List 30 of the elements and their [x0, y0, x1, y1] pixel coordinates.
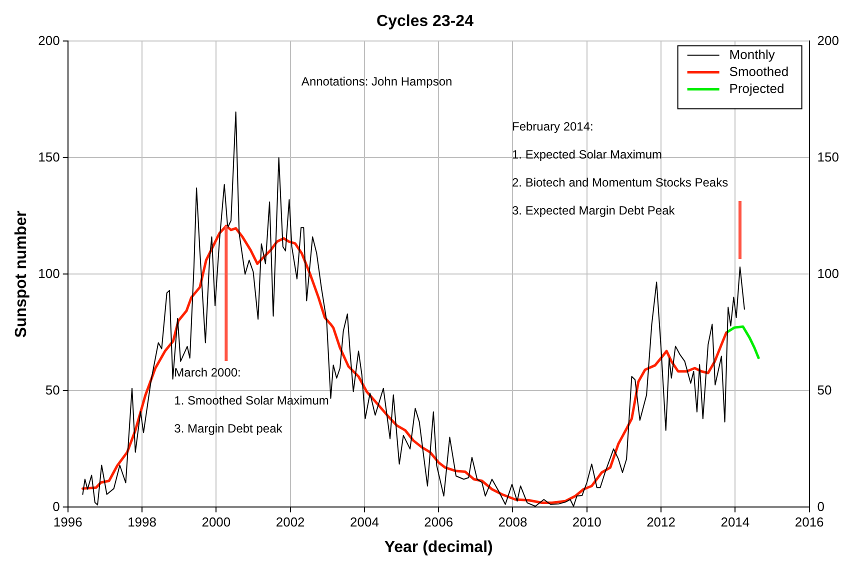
x-tick-label: 2012	[646, 514, 676, 530]
legend-label: Projected	[729, 80, 784, 96]
x-tick-label: 2008	[498, 514, 528, 530]
x-tick-label: 2006	[424, 514, 454, 530]
x-tick-label: 2010	[572, 514, 602, 530]
x-tick-label: 1996	[53, 514, 82, 530]
annotation: February 2014: 1. Expected Solar Maximum 2. Biotech and Momentum Stocks Peaks 3. Expected Margin Debt Peak	[512, 119, 728, 218]
x-tick-label: 2014	[720, 514, 750, 530]
y2-tick-label: 0	[817, 498, 825, 514]
y-tick-label: 100	[38, 266, 60, 281]
y2-tick-label: 200	[817, 32, 840, 48]
x-tick-label: 1998	[128, 514, 156, 530]
annotation: Annotations: John Hampson	[301, 74, 452, 89]
y-tick-label: 150	[38, 149, 60, 164]
y-tick-label: 200	[38, 32, 60, 48]
y2-tick-label: 150	[817, 149, 840, 164]
y2-tick-label: 50	[817, 382, 832, 398]
legend-label: Smoothed	[729, 64, 789, 79]
y-tick-label: 0	[52, 498, 60, 514]
x-axis-title: Year (decimal)	[384, 538, 493, 556]
y-tick-label: 50	[45, 382, 60, 398]
legend-label: Monthly	[729, 46, 776, 62]
x-tick-label: 2002	[276, 514, 305, 530]
x-tick-label: 2016	[794, 514, 824, 530]
annotation: March 2000: 1. Smoothed Solar Maximum 3. Margin Debt peak	[174, 365, 329, 436]
chart-title: Cycles 23-24	[376, 13, 474, 30]
y2-tick-label: 100	[817, 266, 840, 281]
x-tick-label: 2000	[202, 514, 231, 530]
x-tick-label: 2004	[350, 514, 379, 530]
y-axis-title: Sunspot number	[13, 210, 30, 338]
